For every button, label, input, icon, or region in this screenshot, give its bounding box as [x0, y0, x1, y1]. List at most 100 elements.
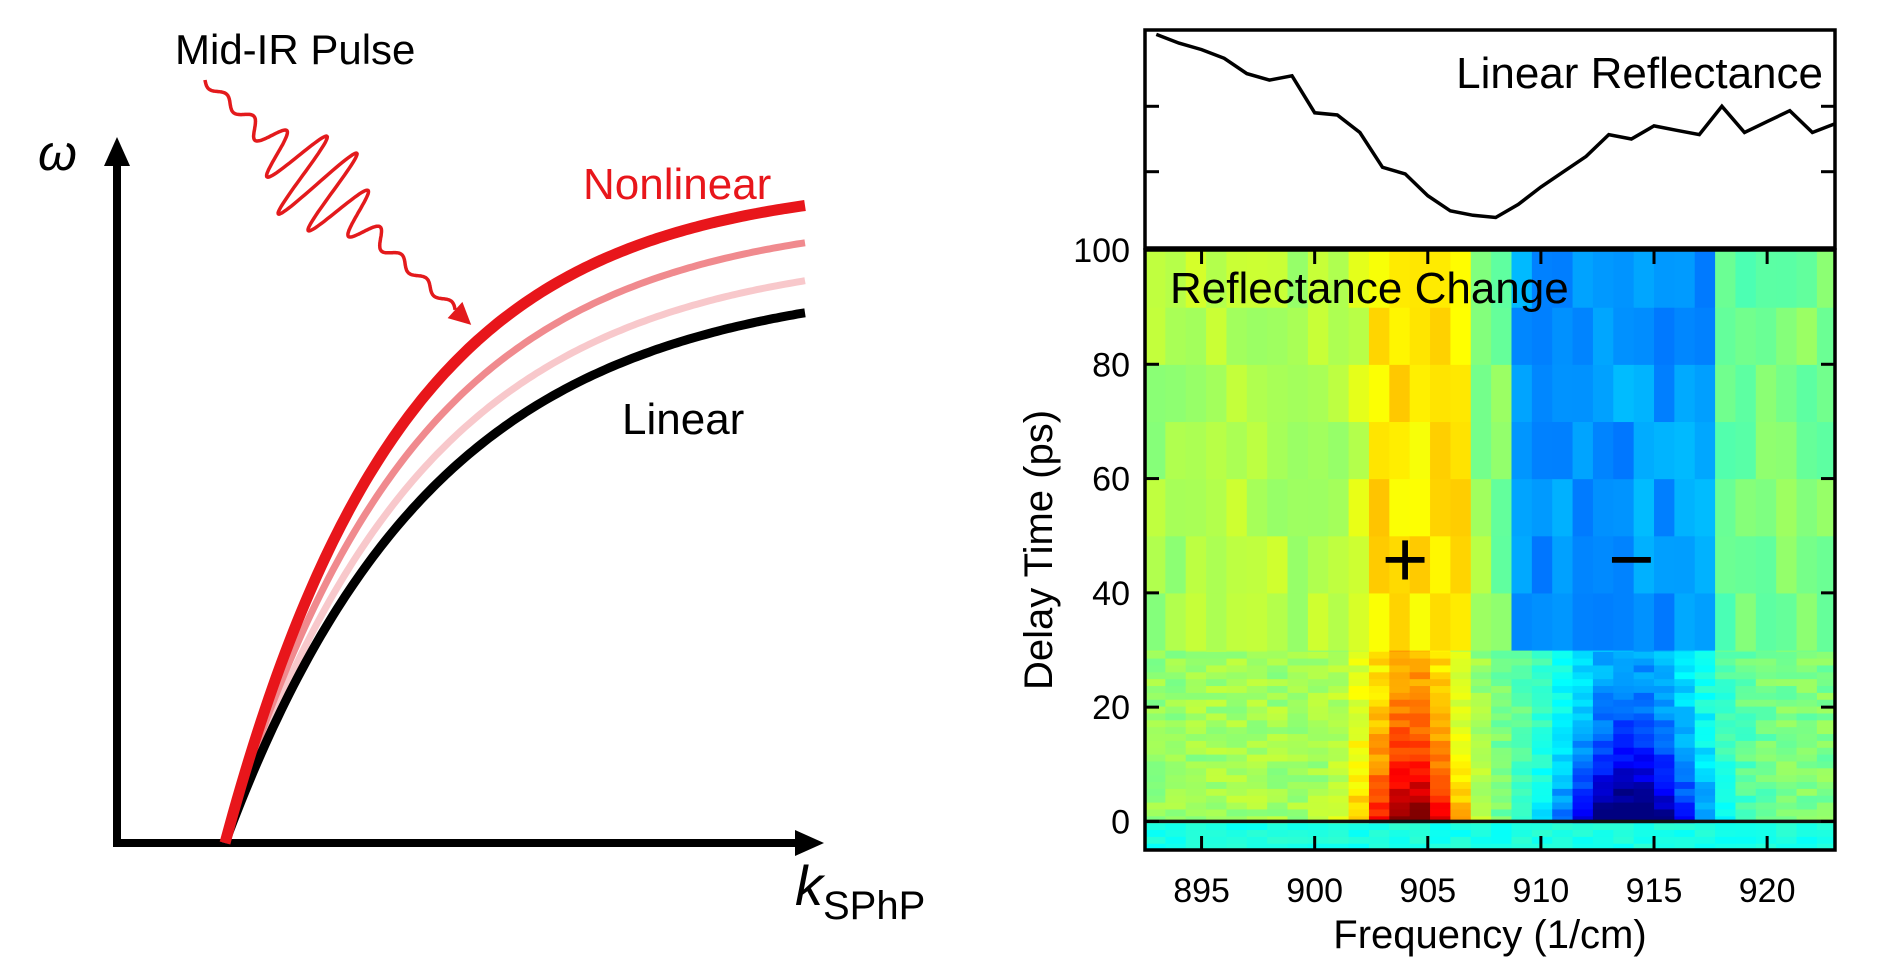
heatmap-cell — [1246, 692, 1268, 700]
heatmap-cell — [1552, 740, 1574, 748]
heatmap-cell — [1755, 774, 1777, 783]
heatmap-cell — [1694, 706, 1716, 714]
heatmap-cell — [1694, 802, 1716, 810]
heatmap-cell — [1389, 592, 1411, 651]
heatmap-cell — [1755, 421, 1777, 480]
heatmap-cell — [1816, 421, 1835, 480]
heatmap-cell — [1531, 774, 1553, 783]
heatmap-cell — [1470, 692, 1492, 700]
heatmap-cell — [1776, 650, 1798, 652]
heatmap-cell — [1674, 478, 1696, 537]
heatmap-cell — [1389, 671, 1411, 680]
heatmap-cell — [1287, 364, 1309, 423]
heatmap-cell — [1389, 808, 1411, 817]
heatmap-cell — [1470, 719, 1492, 728]
heatmap-cell — [1531, 754, 1553, 762]
heatmap-cell — [1409, 802, 1431, 810]
heatmap-cell — [1776, 836, 1798, 844]
heatmap-cell — [1430, 747, 1452, 755]
heatmap-cell — [1470, 740, 1492, 748]
heatmap-cell — [1715, 774, 1737, 783]
heatmap-cell — [1368, 712, 1390, 721]
heatmap-cell — [1368, 678, 1390, 687]
heatmap-cell — [1572, 650, 1594, 652]
heatmap-cell — [1715, 250, 1737, 308]
heatmap-cell — [1328, 535, 1350, 594]
heatmap-cell — [1287, 740, 1309, 748]
heatmap-cell — [1531, 781, 1553, 789]
heatmap-cell — [1816, 719, 1835, 728]
heatmap-cell — [1674, 651, 1696, 659]
heatmap-cell — [1572, 719, 1594, 728]
heatmap-cell — [1185, 829, 1207, 837]
heatmap-cell — [1185, 836, 1207, 844]
heatmap-cell — [1409, 808, 1431, 817]
heatmap-cell — [1368, 364, 1390, 423]
heatmap-cell — [1368, 478, 1390, 537]
heatmap-cell — [1470, 699, 1492, 707]
heatmap-cell — [1694, 774, 1716, 783]
heatmap-cell — [1246, 740, 1268, 748]
heatmap-cell — [1307, 685, 1329, 693]
heatmap-cell — [1307, 808, 1329, 817]
heatmap-cell — [1470, 592, 1492, 651]
heatmap-cell — [1307, 740, 1329, 748]
heatmap-cell — [1226, 767, 1248, 776]
heatmap-cell — [1246, 747, 1268, 755]
heatmap-cell — [1674, 706, 1696, 714]
heatmap-cell — [1531, 250, 1553, 308]
heatmap-cell — [1430, 822, 1452, 831]
heatmap-cell — [1796, 478, 1818, 537]
heatmap-cell — [1572, 699, 1594, 707]
heatmap-cell — [1226, 678, 1248, 687]
heatmap-cell — [1165, 822, 1187, 831]
heatmap-cell — [1145, 650, 1166, 652]
heatmap-cell — [1348, 658, 1370, 666]
heatmap-cell — [1531, 706, 1553, 714]
heatmap-cell — [1654, 699, 1675, 707]
heatmap-cell — [1694, 747, 1716, 755]
heatmap-cell — [1430, 788, 1452, 796]
heatmap-cell — [1511, 726, 1533, 735]
heatmap-cell — [1735, 760, 1757, 769]
heatmap-cell — [1430, 843, 1452, 850]
heatmap-cell — [1409, 307, 1431, 365]
heatmap-cell — [1409, 774, 1431, 783]
heatmap-cell — [1185, 478, 1207, 537]
heatmap-cell — [1246, 733, 1268, 741]
heatmap-cell — [1796, 760, 1818, 769]
heatmap-cell — [1430, 658, 1452, 666]
heatmap-cell — [1368, 650, 1390, 652]
heatmap-cell — [1226, 658, 1248, 666]
heatmap-cell — [1776, 815, 1798, 824]
heatmap-cell — [1715, 699, 1737, 707]
heatmap-cell — [1226, 421, 1248, 480]
heatmap-cell — [1654, 815, 1675, 824]
heatmap-cell — [1491, 829, 1513, 837]
heatmap-cell — [1246, 795, 1268, 803]
heatmap-cell — [1368, 726, 1390, 735]
heatmap-cell — [1470, 822, 1492, 831]
heatmap-cell — [1450, 719, 1472, 728]
heatmap-cell — [1226, 760, 1248, 769]
heatmap-cell — [1715, 706, 1737, 714]
heatmap-cell — [1674, 592, 1696, 651]
heatmap-cell — [1409, 836, 1431, 844]
heatmap-cell — [1531, 719, 1553, 728]
heatmap-cell — [1511, 822, 1533, 831]
heatmap-cell — [1674, 836, 1696, 844]
heatmap-cell — [1246, 307, 1268, 365]
heatmap-cell — [1348, 836, 1370, 844]
heatmap-cell — [1633, 699, 1655, 707]
heatmap-cell — [1267, 478, 1289, 537]
heatmap-cell — [1246, 364, 1268, 423]
heatmap-cell — [1816, 767, 1835, 776]
heatmap-cell — [1389, 658, 1411, 666]
heatmap-cell — [1145, 781, 1166, 789]
heatmap-cell — [1348, 774, 1370, 783]
heatmap-cell — [1715, 829, 1737, 837]
reflectance-change-heatmap: Reflectance Change + − 895 900 905 910 915 92… — [1017, 232, 1837, 957]
heatmap-cell — [1185, 726, 1207, 735]
heatmap-cell — [1755, 781, 1777, 789]
heatmap-cell — [1185, 650, 1207, 652]
